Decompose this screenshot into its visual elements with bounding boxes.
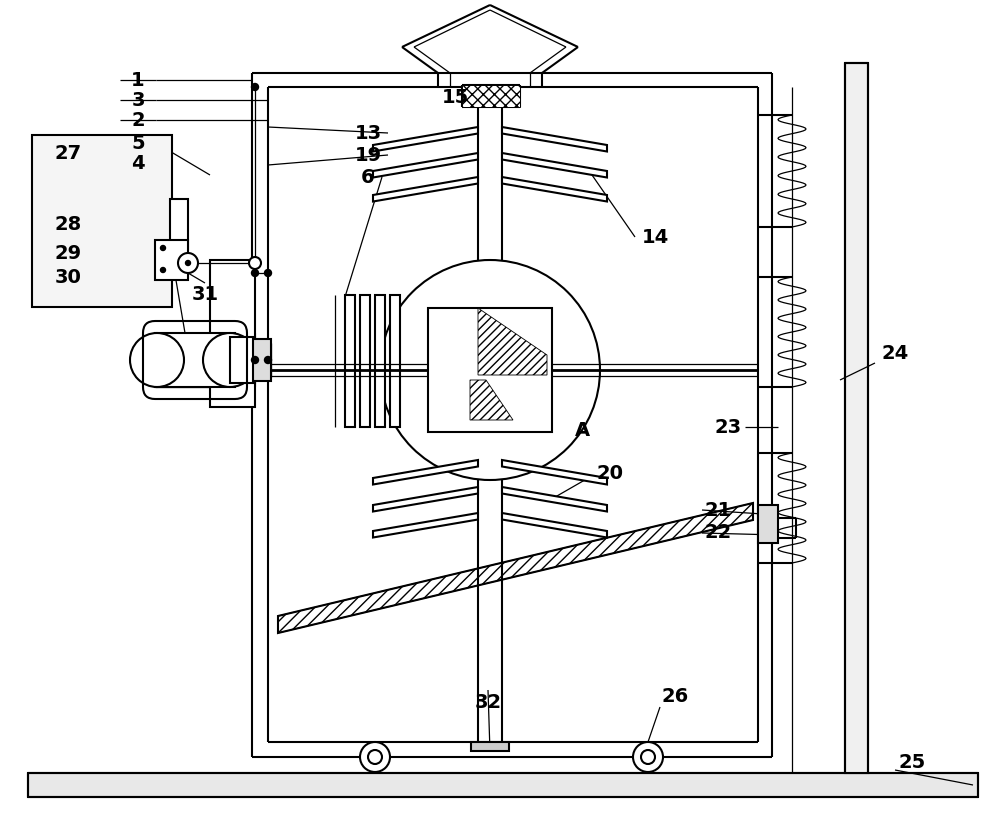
Bar xyxy=(360,295,370,427)
Circle shape xyxy=(360,742,390,772)
Bar xyxy=(845,63,868,773)
Bar xyxy=(471,742,509,751)
Polygon shape xyxy=(470,380,513,420)
Polygon shape xyxy=(502,460,607,484)
Bar xyxy=(253,339,271,381)
Text: 28: 28 xyxy=(54,215,82,235)
Circle shape xyxy=(252,270,259,276)
Text: 32: 32 xyxy=(474,694,502,712)
Circle shape xyxy=(252,83,259,90)
Text: 30: 30 xyxy=(55,267,81,287)
Circle shape xyxy=(249,257,261,269)
Circle shape xyxy=(130,333,184,387)
Polygon shape xyxy=(373,153,478,178)
Bar xyxy=(345,295,355,427)
Bar xyxy=(170,199,188,249)
Text: 20: 20 xyxy=(596,464,624,482)
Bar xyxy=(155,240,188,280)
Text: 3: 3 xyxy=(131,90,145,109)
Text: 25: 25 xyxy=(898,754,926,773)
Bar xyxy=(758,505,778,543)
Text: 15: 15 xyxy=(441,87,469,107)
Circle shape xyxy=(633,742,663,772)
Polygon shape xyxy=(373,177,478,201)
Bar xyxy=(428,308,552,432)
Text: 5: 5 xyxy=(131,134,145,152)
Bar xyxy=(32,135,172,307)
Bar xyxy=(462,85,520,107)
Polygon shape xyxy=(502,513,607,538)
Circle shape xyxy=(178,253,198,273)
Text: 1: 1 xyxy=(131,71,145,90)
Text: 13: 13 xyxy=(354,124,382,143)
Bar xyxy=(230,337,255,383)
Text: 6: 6 xyxy=(361,168,375,187)
Circle shape xyxy=(641,750,655,764)
Circle shape xyxy=(265,356,272,363)
Text: A: A xyxy=(574,421,590,439)
Bar xyxy=(28,773,978,797)
Text: 22: 22 xyxy=(704,523,732,543)
Circle shape xyxy=(203,333,257,387)
Text: 2: 2 xyxy=(131,111,145,130)
Text: 31: 31 xyxy=(191,285,219,305)
Text: 4: 4 xyxy=(131,153,145,173)
Polygon shape xyxy=(373,460,478,484)
Circle shape xyxy=(265,270,272,276)
Circle shape xyxy=(368,750,382,764)
Polygon shape xyxy=(502,153,607,178)
Bar xyxy=(210,260,255,407)
Bar xyxy=(375,295,385,427)
Text: 21: 21 xyxy=(704,500,732,519)
Polygon shape xyxy=(373,487,478,512)
Polygon shape xyxy=(502,487,607,512)
Circle shape xyxy=(186,261,191,266)
Polygon shape xyxy=(478,308,547,375)
Text: 27: 27 xyxy=(54,143,82,162)
Text: 23: 23 xyxy=(714,417,742,437)
Bar xyxy=(155,333,235,387)
Polygon shape xyxy=(373,127,478,152)
Polygon shape xyxy=(502,127,607,152)
Circle shape xyxy=(161,267,166,272)
Text: 14: 14 xyxy=(641,227,669,246)
Text: 29: 29 xyxy=(54,244,82,262)
Text: 24: 24 xyxy=(881,343,909,363)
Circle shape xyxy=(380,260,600,480)
Polygon shape xyxy=(373,513,478,538)
Text: 19: 19 xyxy=(354,146,382,165)
Circle shape xyxy=(252,356,259,363)
Bar xyxy=(390,295,400,427)
Circle shape xyxy=(161,245,166,250)
Text: 26: 26 xyxy=(661,688,689,707)
Polygon shape xyxy=(502,177,607,201)
